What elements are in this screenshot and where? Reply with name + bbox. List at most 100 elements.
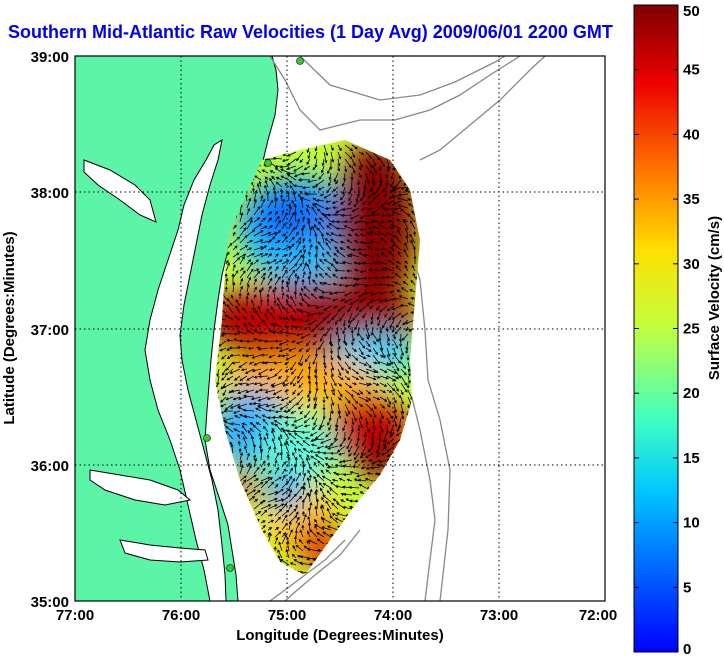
- velocity-arrow: [371, 207, 381, 215]
- velocity-arrow: [393, 382, 399, 392]
- velocity-arrow: [340, 499, 346, 503]
- velocity-arrow: [274, 339, 283, 343]
- velocity-arrow: [403, 219, 409, 230]
- velocity-arrow: [323, 151, 328, 164]
- velocity-arrow: [315, 498, 320, 510]
- velocity-arrow: [327, 165, 332, 175]
- velocity-arrow: [247, 346, 255, 350]
- velocity-arrow: [273, 419, 283, 426]
- velocity-arrow: [389, 319, 395, 329]
- velocity-arrow: [372, 158, 377, 167]
- colorbar-tick-label: 45: [683, 62, 700, 79]
- velocity-arrow: [230, 443, 234, 454]
- velocity-arrow: [355, 438, 360, 447]
- velocity-arrow: [359, 227, 367, 232]
- velocity-arrow: [365, 333, 370, 341]
- velocity-arrow: [293, 211, 297, 223]
- velocity-arrow: [358, 158, 363, 169]
- velocity-arrow: [270, 322, 276, 328]
- velocity-arrow: [302, 262, 308, 272]
- velocity-arrow: [248, 361, 255, 365]
- velocity-arrow: [370, 431, 375, 441]
- velocity-arrow: [358, 252, 367, 258]
- velocity-arrow: [296, 440, 304, 447]
- velocity-arrow: [246, 217, 253, 223]
- velocity-arrow: [230, 422, 241, 426]
- velocity-arrow: [396, 289, 402, 293]
- velocity-arrow: [349, 471, 360, 475]
- velocity-arrow: [246, 339, 255, 343]
- velocity-arrow: [380, 237, 388, 244]
- velocity-arrow: [272, 389, 283, 395]
- velocity-arrow: [251, 299, 255, 307]
- velocity-arrow: [393, 368, 402, 379]
- velocity-arrow: [301, 524, 305, 531]
- velocity-arrow: [341, 179, 346, 187]
- velocity-arrow: [288, 396, 297, 404]
- velocity-arrow: [239, 270, 246, 279]
- velocity-arrow: [220, 333, 227, 337]
- velocity-arrow: [389, 290, 395, 294]
- velocity-arrow: [350, 326, 354, 334]
- velocity-arrow: [389, 226, 395, 230]
- velocity-arrow: [253, 489, 261, 496]
- velocity-arrow: [255, 407, 262, 412]
- velocity-arrow: [294, 273, 298, 279]
- velocity-arrow: [324, 238, 332, 244]
- velocity-arrow: [248, 402, 255, 406]
- velocity-arrow: [272, 330, 283, 335]
- velocity-arrow: [323, 368, 327, 376]
- velocity-arrow: [324, 445, 332, 449]
- velocity-arrow: [281, 306, 290, 314]
- velocity-arrow: [281, 209, 285, 216]
- velocity-arrow: [319, 258, 325, 265]
- velocity-arrow: [373, 283, 381, 287]
- velocity-arrow: [229, 368, 241, 374]
- velocity-arrow: [253, 294, 257, 300]
- velocity-arrow: [294, 529, 298, 538]
- velocity-arrow: [287, 277, 291, 286]
- velocity-arrow: [381, 213, 388, 218]
- velocity-arrow: [267, 266, 272, 272]
- velocity-arrow: [260, 353, 269, 357]
- velocity-arrow: [316, 474, 325, 482]
- velocity-arrow: [246, 330, 255, 335]
- velocity-arrow: [260, 231, 272, 237]
- velocity-arrow: [219, 347, 227, 352]
- velocity-arrow: [267, 409, 276, 413]
- velocity-arrow: [292, 545, 297, 552]
- velocity-arrow: [288, 432, 297, 440]
- velocity-arrow: [237, 433, 241, 440]
- velocity-arrow: [365, 382, 373, 386]
- velocity-arrow: [321, 158, 325, 167]
- velocity-arrow: [351, 333, 355, 342]
- velocity-arrow: [313, 288, 318, 293]
- velocity-arrow: [305, 340, 311, 347]
- velocity-arrow: [346, 246, 353, 251]
- velocity-arrow: [392, 186, 402, 192]
- velocity-arrow: [306, 304, 318, 308]
- y-tick-label: 39:00: [31, 49, 69, 66]
- velocity-arrow: [229, 403, 241, 409]
- velocity-arrow: [295, 472, 301, 482]
- x-tick-label: 76:00: [162, 607, 200, 624]
- velocity-arrow: [329, 238, 339, 244]
- velocity-arrow: [402, 280, 409, 286]
- velocity-arrow: [379, 305, 388, 313]
- velocity-arrow: [399, 340, 403, 348]
- velocity-arrow: [323, 361, 327, 369]
- velocity-arrow: [394, 326, 402, 335]
- velocity-arrow: [370, 186, 374, 192]
- velocity-arrow: [365, 214, 374, 218]
- velocity-arrow: [365, 340, 371, 348]
- velocity-arrow: [246, 197, 252, 209]
- plot-frame: [74, 55, 606, 602]
- velocity-arrow: [278, 541, 283, 552]
- velocity-arrow: [407, 375, 411, 384]
- velocity-arrow: [399, 333, 403, 343]
- velocity-arrow: [372, 225, 381, 230]
- velocity-arrow: [335, 227, 346, 231]
- velocity-arrow: [246, 482, 253, 489]
- velocity-arrow: [379, 158, 386, 168]
- velocity-arrow: [337, 361, 344, 371]
